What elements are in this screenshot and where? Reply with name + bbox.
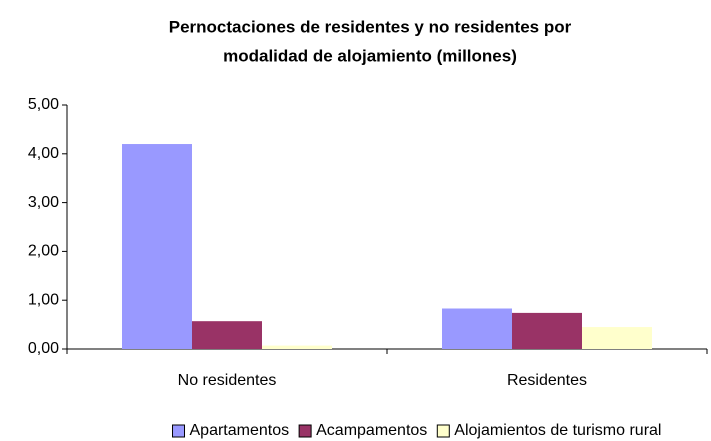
- legend-label: Acampamentos: [316, 422, 427, 439]
- legend-swatch: [172, 424, 186, 438]
- legend-swatch: [436, 424, 450, 438]
- bar: [582, 327, 652, 349]
- bar: [122, 144, 192, 349]
- y-tick-label: 2,00: [28, 243, 59, 260]
- legend-swatch: [298, 424, 312, 438]
- y-tick-label: 1,00: [28, 291, 59, 308]
- y-tick-label: 0,00: [28, 340, 59, 357]
- y-tick-label: 5,00: [28, 96, 59, 113]
- bar: [192, 321, 262, 349]
- bar: [262, 345, 332, 349]
- y-tick-label: 3,00: [28, 194, 59, 211]
- x-tick-label: No residentes: [178, 372, 277, 389]
- legend-label: Alojamientos de turismo rural: [454, 422, 661, 439]
- y-tick-label: 4,00: [28, 145, 59, 162]
- bar: [512, 312, 582, 349]
- chart-title: Pernoctaciones de residentes y no reside…: [169, 17, 572, 36]
- bar: [442, 308, 512, 349]
- x-tick-label: Residentes: [507, 372, 587, 389]
- chart-title: modalidad de alojamiento (millones): [223, 46, 517, 65]
- legend: Apartamentos Acampamentos Alojamientos de …: [172, 422, 661, 439]
- legend-label: Apartamentos: [190, 422, 290, 439]
